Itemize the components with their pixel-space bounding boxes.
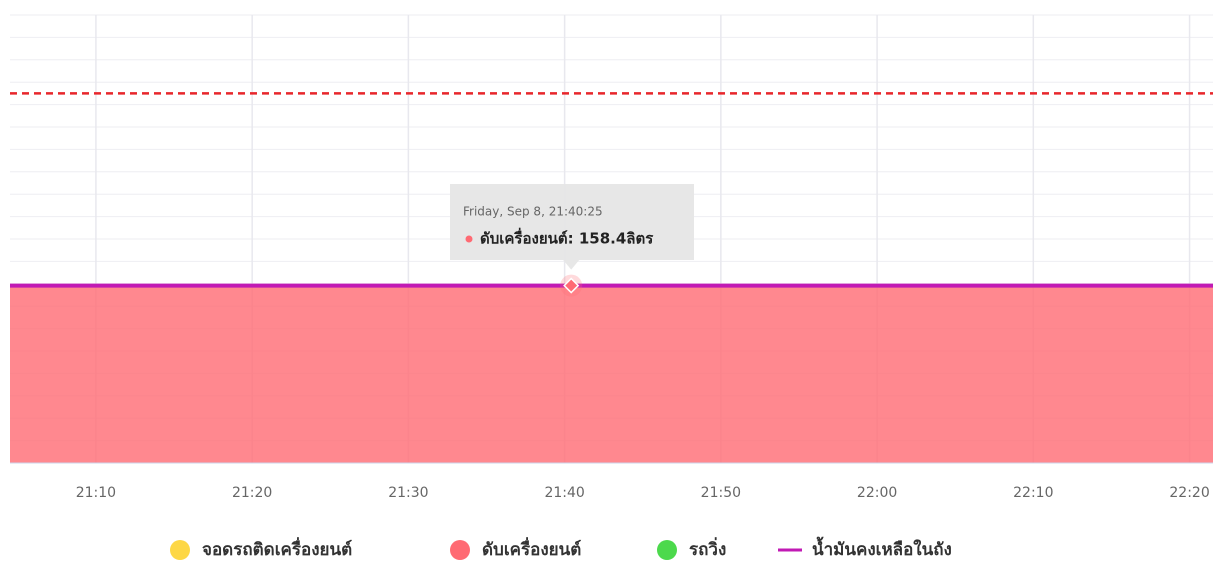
- legend-label: รถวิ่ง: [689, 537, 726, 560]
- x-tick-label: 21:40: [544, 485, 584, 501]
- x-tick-label: 21:20: [232, 485, 272, 501]
- tooltip-title: Friday, Sep 8, 21:40:25: [463, 205, 603, 219]
- legend-label: น้ำมันคงเหลือในถัง: [812, 536, 952, 560]
- x-tick-label: 22:10: [1013, 485, 1053, 501]
- x-tick-label: 22:00: [857, 485, 897, 501]
- legend-symbol: [450, 540, 470, 560]
- x-tick-label: 21:10: [76, 485, 116, 501]
- hover-marker: [563, 277, 580, 294]
- area: [10, 285, 1213, 463]
- legend-symbol: [657, 540, 677, 560]
- tooltip-dot: [465, 235, 473, 243]
- x-tick-label: 21:50: [701, 485, 741, 501]
- legend-label: จอดรถติดเครื่องยนต์: [202, 537, 352, 560]
- tooltip-text: ดับเครื่องยนต์: 158.4ลิตร: [480, 228, 654, 248]
- x-tick-label: 21:30: [388, 485, 428, 501]
- legend-symbol: [170, 540, 190, 560]
- tooltip-box: [450, 184, 694, 270]
- legend-label: ดับเครื่องยนต์: [482, 537, 581, 560]
- x-tick-label: 22:20: [1169, 485, 1209, 501]
